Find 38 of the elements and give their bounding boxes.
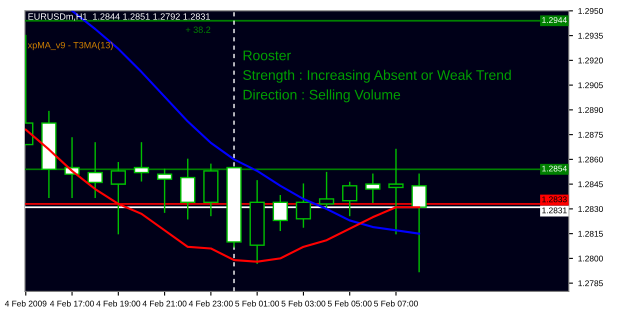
candlestick [110,162,126,234]
y-tick-label: 1.2905 [578,82,603,88]
annotation: + 38.2 [186,26,210,33]
candlestick [296,183,312,228]
annotation: xpMA_v9 - T3MA(13) [28,42,113,50]
ref-line-label: 1.2833 [542,196,567,202]
candlestick [365,174,380,203]
x-tick-label: 5 Feb 05:00 [328,300,372,307]
x-tick-label: 4 Feb 21:00 [142,300,187,307]
x-tick-label: 4 Feb 17:00 [50,300,94,307]
x-tick-label: 4 Feb 23:00 [188,300,233,307]
y-tick-label: 1.2890 [578,107,603,113]
x-tick-label: 5 Feb 07:00 [374,300,418,307]
ref-line-label: 1.2831 [542,207,567,214]
ref-line-label: 1.2854 [542,166,567,172]
x-tick-label: 4 Feb 19:00 [96,300,140,307]
candlestick [388,148,404,234]
candlestick [134,142,150,182]
annotation: Rooster [244,50,291,60]
y-tick-label: 1.2935 [578,32,603,39]
annotation: Direction : Selling Volume [244,89,400,102]
x-tick-label: 5 Feb 01:00 [235,300,280,307]
y-tick-label: 1.2815 [578,230,603,237]
ref-line-label: 1.2944 [542,17,567,23]
y-tick-label: 1.2875 [578,132,603,138]
y-tick-label: 1.2860 [578,156,603,162]
annotation: Strength : Increasing Absent or Weak Trend [243,70,511,83]
x-tick-label: 4 Feb 2009 [4,300,46,307]
candlestick [342,182,358,216]
x-tick-label: 5 Feb 03:00 [282,300,326,307]
candlestick [318,172,334,210]
y-tick-label: 1.2830 [578,206,603,212]
y-tick-label: 1.2950 [578,8,603,14]
y-tick-label: 1.2845 [578,181,603,188]
y-tick-label: 1.2920 [578,58,603,64]
y-tick-label: 1.2800 [578,256,603,262]
candlestick [88,142,103,198]
y-tick-label: 1.2785 [578,280,603,286]
